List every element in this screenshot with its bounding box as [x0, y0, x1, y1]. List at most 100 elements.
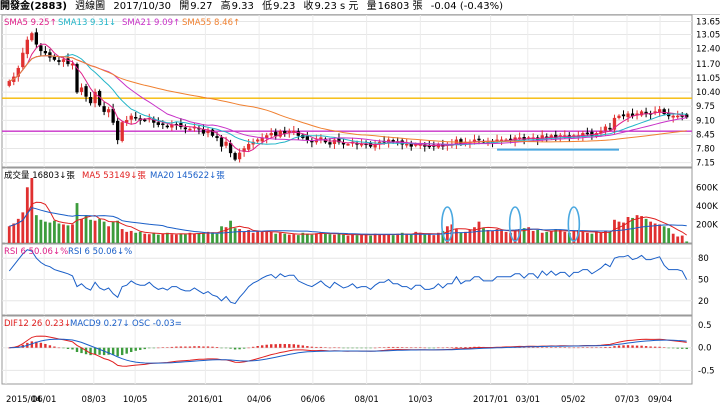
- osc-bar: [387, 346, 390, 348]
- osc-bar: [441, 347, 445, 349]
- volume-bar: [631, 217, 634, 243]
- price-tick-label: 11.70: [696, 60, 720, 70]
- osc-bar: [89, 347, 92, 356]
- sma-line-13: [9, 53, 687, 146]
- volume-bar: [75, 203, 79, 243]
- volume-bar: [658, 224, 662, 243]
- osc-bar: [378, 347, 381, 348]
- volume-bar: [640, 216, 643, 243]
- osc-bar: [39, 342, 43, 348]
- osc-bar: [414, 347, 417, 349]
- osc-bar: [364, 347, 368, 349]
- candle-body: [224, 141, 228, 146]
- x-tick-label: 05/02: [561, 395, 586, 405]
- price-legend-item: SMA13 9.31↓: [58, 18, 116, 28]
- volume-bar: [125, 231, 129, 243]
- osc-bar: [120, 347, 124, 356]
- osc-bar: [274, 344, 277, 348]
- candle-body: [39, 45, 43, 52]
- osc-bar: [536, 347, 539, 348]
- volume-bar: [265, 231, 269, 243]
- osc-bar: [111, 347, 115, 356]
- pane-frame-price: [1, 14, 693, 168]
- osc-bar: [175, 346, 178, 348]
- volume-bar: [57, 223, 61, 243]
- osc-bar: [455, 346, 458, 348]
- volume-bar: [188, 232, 192, 243]
- osc-bar: [297, 344, 300, 348]
- volume-bar: [287, 234, 291, 243]
- candle-body: [332, 139, 337, 145]
- osc-bar: [355, 347, 359, 349]
- volume-bar: [247, 230, 251, 243]
- volume-bar: [39, 219, 43, 243]
- x-tick-label: 09/04: [648, 395, 673, 405]
- osc-bar: [188, 346, 192, 348]
- osc-bar: [432, 347, 436, 349]
- candle-body: [233, 153, 237, 160]
- volume-bar: [48, 222, 52, 243]
- osc-bar: [531, 347, 535, 348]
- volume-bar: [590, 233, 594, 243]
- osc-bar: [265, 344, 268, 348]
- osc-bar: [550, 347, 553, 348]
- candle-body: [246, 143, 251, 150]
- candle-body: [477, 138, 481, 141]
- volume-bar: [197, 233, 201, 243]
- volume-bar: [156, 234, 160, 243]
- candle-body: [84, 86, 88, 97]
- osc-bar: [215, 347, 219, 348]
- osc-bar: [80, 347, 83, 354]
- volume-bar: [53, 220, 56, 243]
- sma-line-5: [9, 43, 687, 153]
- x-tick-label: 2016/01: [188, 395, 223, 405]
- candle-body: [612, 117, 617, 130]
- osc-bar: [554, 347, 557, 348]
- candle-body: [219, 137, 224, 147]
- candle-body: [328, 142, 332, 145]
- candle-body: [228, 143, 233, 154]
- candle-body: [409, 143, 413, 147]
- volume-bar: [324, 233, 327, 243]
- volume-bar: [328, 234, 332, 243]
- candle-body: [296, 131, 300, 136]
- volume-bar: [107, 226, 111, 243]
- volume-bar: [301, 232, 305, 243]
- volume-ma5-line: [9, 201, 687, 236]
- osc-bar: [346, 347, 350, 349]
- volume-bar: [454, 229, 458, 243]
- volume-bar: [274, 233, 278, 243]
- volume-bar: [7, 226, 11, 243]
- volume-bar: [251, 232, 255, 243]
- osc-bar: [57, 347, 61, 349]
- volume-bar: [445, 226, 449, 243]
- osc-bar: [437, 347, 440, 349]
- volume-bar: [676, 236, 680, 243]
- x-tick-label: 06/06: [301, 395, 326, 405]
- osc-bar: [617, 345, 621, 348]
- osc-bar: [423, 347, 426, 349]
- x-tick-label: 08/03: [82, 395, 107, 405]
- volume-bar: [599, 232, 603, 243]
- low-label: 低: [262, 1, 273, 12]
- volume-bar: [558, 230, 562, 243]
- osc-bar: [622, 345, 625, 348]
- price-tick-label: 11.05: [696, 74, 720, 84]
- candle-body: [70, 63, 75, 66]
- volume-bar: [473, 227, 476, 243]
- volume-bar: [71, 224, 74, 243]
- volume-bar: [346, 235, 350, 243]
- candle-body: [79, 87, 84, 92]
- candle-body: [129, 115, 133, 120]
- candle-body: [359, 143, 364, 146]
- osc-bar: [351, 347, 354, 349]
- volume-bar: [66, 225, 70, 243]
- osc-bar: [242, 347, 246, 349]
- candle-body: [617, 115, 621, 118]
- volume-bar: [242, 231, 246, 243]
- volume-bar: [495, 229, 499, 243]
- osc-bar: [400, 347, 404, 348]
- candle-body: [165, 125, 169, 128]
- volume-bar: [667, 228, 671, 243]
- volume-bar: [170, 234, 174, 243]
